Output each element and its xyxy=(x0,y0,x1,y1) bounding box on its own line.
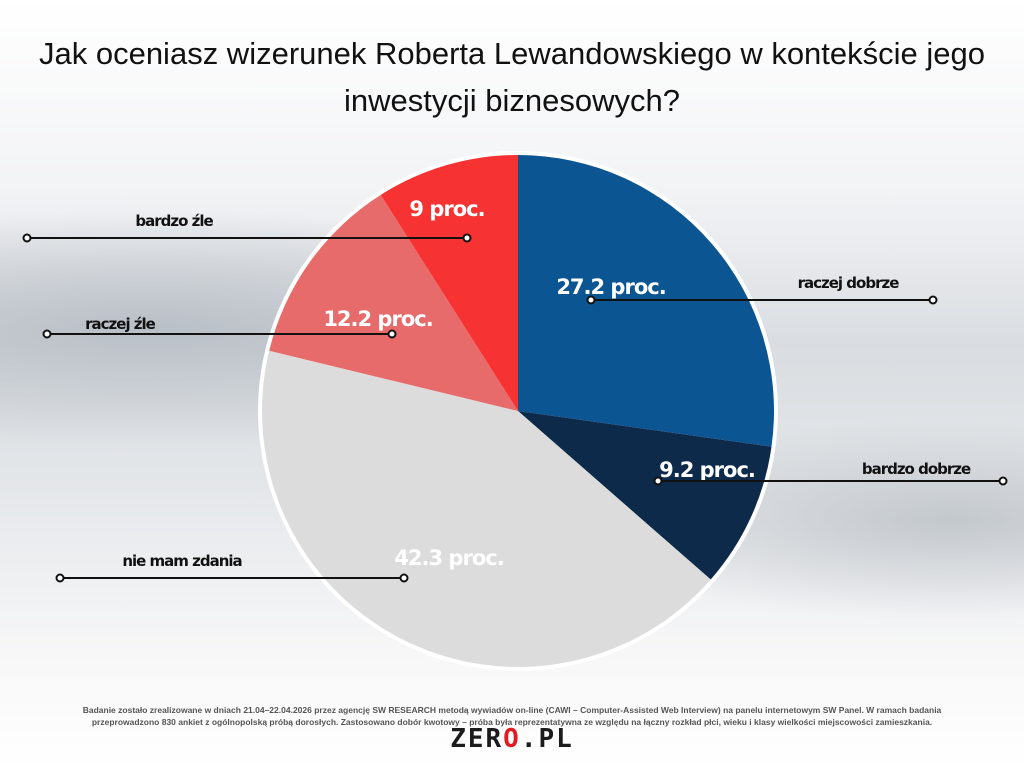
footnote-line-2: przeprowadzono 830 ankiet z ogólnopolską… xyxy=(91,717,933,727)
pie-slice xyxy=(380,155,518,411)
leader-dot xyxy=(998,476,1008,486)
leader-dot xyxy=(586,295,596,305)
leader-dot xyxy=(462,233,472,243)
slice-value-label: 9.2 proc. xyxy=(659,458,755,482)
title-line-2: inwestycji biznesowych? xyxy=(344,83,680,118)
leader-dot xyxy=(928,295,938,305)
footnote-line-1: Badanie zostało zrealizowane w dniach 21… xyxy=(82,705,942,715)
slice-category-label: nie mam zdania xyxy=(122,552,241,570)
slice-value-label: 12.2 proc. xyxy=(323,307,432,331)
leader-dot xyxy=(653,476,663,486)
slice-category-label: bardzo źle xyxy=(135,212,213,230)
chart-title: Jak oceniasz wizerunek Roberta Lewandows… xyxy=(0,30,1024,124)
zero-pl-logo: ZERO.PL xyxy=(450,724,574,754)
leader-dot xyxy=(55,573,65,583)
leader-dot xyxy=(42,329,52,339)
leader-dot xyxy=(399,573,409,583)
slice-value-label: 27.2 proc. xyxy=(556,275,665,299)
title-line-1: Jak oceniasz wizerunek Roberta Lewandows… xyxy=(38,36,985,71)
leader-dot xyxy=(22,233,32,243)
slice-value-label: 42.3 proc. xyxy=(394,546,503,570)
slice-category-label: bardzo dobrze xyxy=(862,460,971,478)
slice-category-label: raczej źle xyxy=(85,315,156,333)
slice-category-label: raczej dobrze xyxy=(798,274,900,292)
leader-dot xyxy=(387,329,397,339)
slice-value-label: 9 proc. xyxy=(409,197,484,221)
pie-slice xyxy=(518,411,772,580)
footnote: Badanie zostało zrealizowane w dniach 21… xyxy=(20,704,1004,728)
pie-slice xyxy=(269,194,518,411)
pie-slice xyxy=(261,350,711,668)
